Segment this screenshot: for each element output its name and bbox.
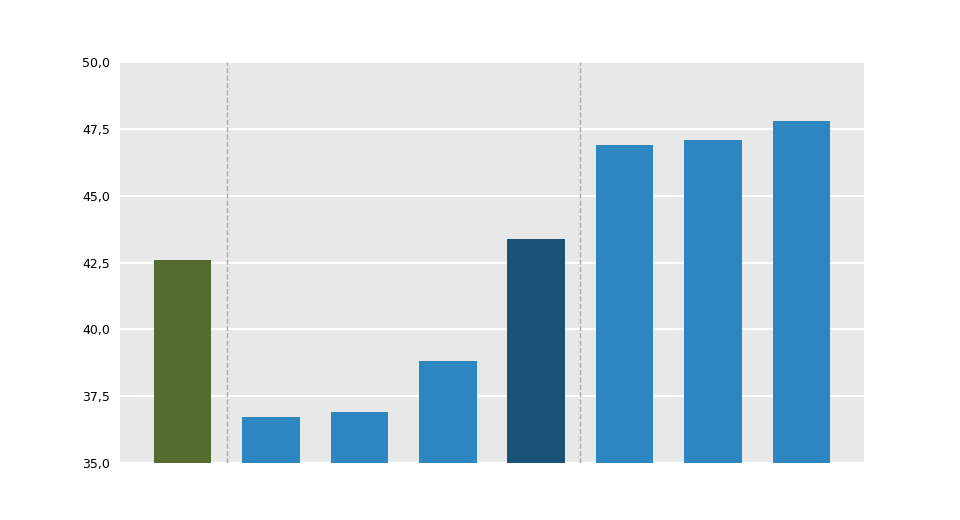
Bar (773, 121, 830, 463)
Bar (596, 145, 654, 463)
Bar (684, 140, 742, 463)
Bar (242, 418, 300, 463)
Bar (330, 412, 388, 463)
Bar (508, 239, 564, 463)
Bar (154, 260, 211, 463)
Bar (420, 361, 476, 463)
